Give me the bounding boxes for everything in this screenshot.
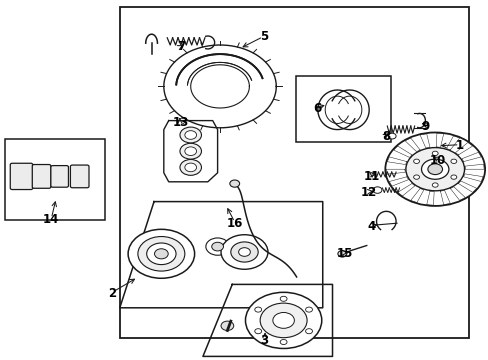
Text: 3: 3 bbox=[260, 334, 267, 347]
Circle shape bbox=[280, 296, 286, 301]
Text: 4: 4 bbox=[367, 220, 375, 233]
Circle shape bbox=[180, 127, 201, 143]
Circle shape bbox=[184, 147, 196, 156]
Circle shape bbox=[280, 339, 286, 345]
Circle shape bbox=[238, 248, 250, 256]
Circle shape bbox=[450, 159, 456, 163]
Text: 12: 12 bbox=[360, 186, 377, 199]
Text: 16: 16 bbox=[226, 217, 243, 230]
Circle shape bbox=[180, 159, 201, 175]
Text: 5: 5 bbox=[260, 30, 267, 42]
Circle shape bbox=[221, 235, 267, 269]
Text: 9: 9 bbox=[421, 120, 428, 132]
Circle shape bbox=[254, 329, 261, 334]
Text: 6: 6 bbox=[313, 102, 321, 114]
Circle shape bbox=[387, 133, 395, 139]
Circle shape bbox=[385, 132, 484, 206]
Text: 8: 8 bbox=[382, 130, 389, 143]
Circle shape bbox=[450, 175, 456, 179]
Text: 2: 2 bbox=[108, 287, 116, 300]
Circle shape bbox=[254, 307, 261, 312]
Circle shape bbox=[138, 237, 184, 271]
Text: 15: 15 bbox=[336, 247, 352, 260]
Circle shape bbox=[305, 307, 312, 312]
Bar bbox=[5, 139, 105, 220]
Bar bbox=[295, 76, 390, 142]
Text: 7: 7 bbox=[177, 40, 184, 53]
Circle shape bbox=[184, 163, 196, 172]
Circle shape bbox=[245, 292, 321, 348]
Circle shape bbox=[413, 175, 419, 179]
Circle shape bbox=[405, 148, 464, 191]
Bar bbox=[120, 7, 468, 338]
Circle shape bbox=[128, 229, 194, 278]
Circle shape bbox=[372, 187, 381, 193]
Text: 11: 11 bbox=[363, 170, 379, 183]
FancyBboxPatch shape bbox=[10, 163, 33, 189]
Circle shape bbox=[211, 242, 223, 251]
Text: 10: 10 bbox=[428, 154, 445, 167]
Circle shape bbox=[427, 164, 442, 175]
Circle shape bbox=[260, 303, 306, 338]
Text: 13: 13 bbox=[172, 116, 189, 129]
FancyBboxPatch shape bbox=[51, 166, 68, 187]
Circle shape bbox=[230, 242, 258, 262]
FancyBboxPatch shape bbox=[70, 165, 89, 188]
Circle shape bbox=[205, 238, 229, 255]
Text: 1: 1 bbox=[455, 139, 463, 152]
Circle shape bbox=[146, 243, 176, 265]
Circle shape bbox=[431, 151, 437, 156]
Circle shape bbox=[421, 159, 448, 179]
Circle shape bbox=[180, 143, 201, 159]
Circle shape bbox=[221, 321, 233, 330]
Text: 14: 14 bbox=[43, 213, 60, 226]
Circle shape bbox=[413, 159, 419, 163]
Circle shape bbox=[431, 183, 437, 187]
Circle shape bbox=[337, 251, 346, 257]
Circle shape bbox=[154, 249, 168, 259]
Circle shape bbox=[184, 131, 196, 139]
Circle shape bbox=[272, 312, 294, 328]
Circle shape bbox=[229, 180, 239, 187]
FancyBboxPatch shape bbox=[32, 165, 51, 188]
Circle shape bbox=[305, 329, 312, 334]
